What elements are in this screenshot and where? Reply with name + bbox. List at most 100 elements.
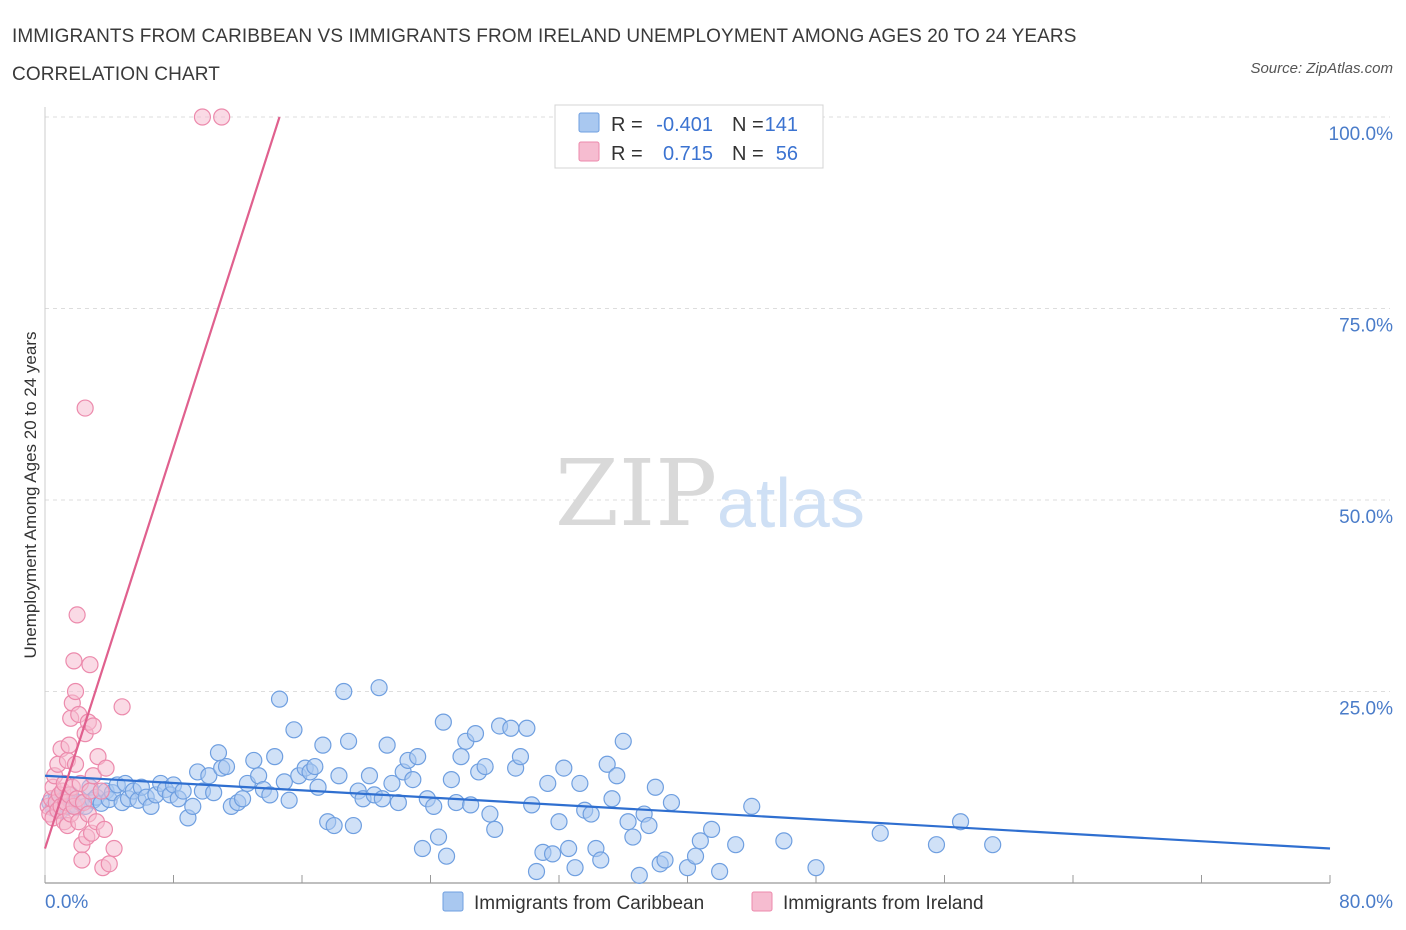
- x-tick-labels: 0.0% 80.0%: [45, 892, 1393, 913]
- ireland-point: [100, 855, 118, 873]
- caribbean-point: [571, 774, 589, 793]
- caribbean-point: [373, 790, 391, 808]
- caribbean-point: [662, 793, 681, 812]
- caribbean-point: [437, 847, 456, 865]
- caribbean-point: [413, 839, 432, 858]
- caribbean-point: [555, 759, 573, 777]
- caribbean-point: [927, 836, 946, 854]
- caribbean-point: [550, 813, 568, 831]
- caribbean-point: [630, 866, 648, 884]
- caribbean-point: [325, 816, 343, 835]
- watermark-atlas: atlas: [717, 464, 865, 542]
- caribbean-point: [404, 770, 422, 789]
- caribbean-point: [275, 773, 293, 791]
- ireland-point: [92, 782, 110, 800]
- y-tick-label: 50.0%: [1339, 507, 1393, 528]
- watermark: ZIP atlas: [555, 440, 865, 547]
- caribbean-point: [466, 725, 485, 743]
- caribbean-point: [442, 770, 460, 789]
- caribbean-point: [543, 845, 562, 863]
- caribbean-point: [691, 832, 709, 850]
- caribbean-point: [871, 824, 889, 842]
- caribbean-point: [447, 793, 465, 812]
- ireland-trend-line: [43, 116, 281, 849]
- caribbean-trend-line: [44, 774, 1331, 850]
- legend-swatch-ireland: [578, 141, 600, 162]
- caribbean-point: [200, 767, 218, 785]
- caribbean-point: [619, 813, 637, 831]
- legend-r-caribbean: -0.401: [656, 114, 713, 136]
- caribbean-point: [523, 796, 541, 814]
- caribbean-point: [775, 832, 793, 850]
- caribbean-point: [727, 836, 745, 854]
- legend-r-label-caribbean: R =: [611, 114, 643, 136]
- bottom-legend-caribbean: Immigrants from Caribbean: [474, 893, 704, 914]
- ireland-point: [60, 736, 78, 754]
- ireland-point: [76, 399, 94, 417]
- ireland-point: [95, 820, 114, 838]
- bottom-legend-ireland: Immigrants from Ireland: [783, 893, 984, 914]
- caribbean-point: [360, 767, 379, 785]
- caribbean-point: [270, 690, 289, 708]
- caribbean-point: [429, 828, 448, 846]
- ireland-point: [66, 682, 85, 701]
- ireland-point: [84, 717, 102, 735]
- caribbean-point: [285, 721, 303, 739]
- ireland-point: [68, 606, 86, 624]
- caribbean-point: [711, 862, 729, 881]
- stats-legend: R = -0.401 N = 141 R = 0.715 N = 56: [554, 104, 824, 169]
- caribbean-point: [409, 748, 427, 766]
- caribbean-point: [280, 791, 298, 809]
- caribbean-point: [656, 851, 674, 869]
- trend-lines: [43, 116, 1331, 850]
- caribbean-point: [330, 767, 348, 785]
- caribbean-point: [614, 732, 632, 750]
- source-note: Source: ZipAtlas.com: [1250, 60, 1393, 77]
- caribbean-point: [608, 767, 626, 785]
- caribbean-point: [640, 816, 658, 835]
- ireland-points: [39, 108, 231, 877]
- caribbean-point: [743, 797, 761, 816]
- caribbean-point: [984, 836, 1002, 854]
- y-tick-label: 75.0%: [1339, 316, 1393, 337]
- y-tick-label: 100.0%: [1329, 124, 1394, 145]
- watermark-zip: ZIP: [555, 440, 717, 547]
- caribbean-point: [686, 847, 705, 865]
- caribbean-point: [598, 755, 616, 773]
- grid-lines: [45, 116, 1390, 692]
- caribbean-point: [425, 797, 443, 816]
- stats-legend-box: [554, 104, 824, 169]
- ireland-point: [113, 698, 131, 716]
- caribbean-point: [646, 778, 664, 796]
- y-axis-label: Unemployment Among Ages 20 to 24 years: [21, 332, 40, 659]
- caribbean-point: [486, 820, 504, 838]
- caribbean-point: [539, 774, 557, 793]
- caribbean-point: [511, 748, 530, 766]
- legend-n-label-ireland: N =: [732, 143, 764, 165]
- bottom-legend-swatch-caribbean: [442, 891, 464, 912]
- caribbean-point: [624, 828, 642, 846]
- caribbean-point: [266, 748, 284, 766]
- caribbean-point: [383, 774, 401, 793]
- ireland-point: [65, 652, 83, 670]
- caribbean-point: [174, 782, 192, 800]
- caribbean-point: [245, 751, 263, 770]
- x-tick-label-min: 0.0%: [45, 892, 88, 913]
- caribbean-point: [476, 757, 494, 776]
- series-legend: Immigrants from Caribbean Immigrants fro…: [442, 891, 984, 914]
- legend-r-ireland: 0.715: [663, 143, 713, 165]
- legend-n-label-caribbean: N =: [732, 114, 764, 136]
- caribbean-point: [807, 859, 825, 877]
- caribbean-point: [205, 784, 223, 802]
- ireland-point: [193, 108, 212, 126]
- caribbean-point: [452, 748, 470, 766]
- caribbean-point: [370, 679, 388, 697]
- caribbean-point: [481, 805, 499, 823]
- caribbean-point: [261, 786, 279, 804]
- caribbean-point: [335, 682, 353, 701]
- caribbean-point: [217, 757, 236, 776]
- legend-r-label-ireland: R =: [611, 143, 643, 165]
- y-tick-labels: 25.0% 50.0% 75.0% 100.0%: [1329, 124, 1394, 720]
- caribbean-point: [389, 793, 407, 812]
- ireland-point: [105, 839, 123, 858]
